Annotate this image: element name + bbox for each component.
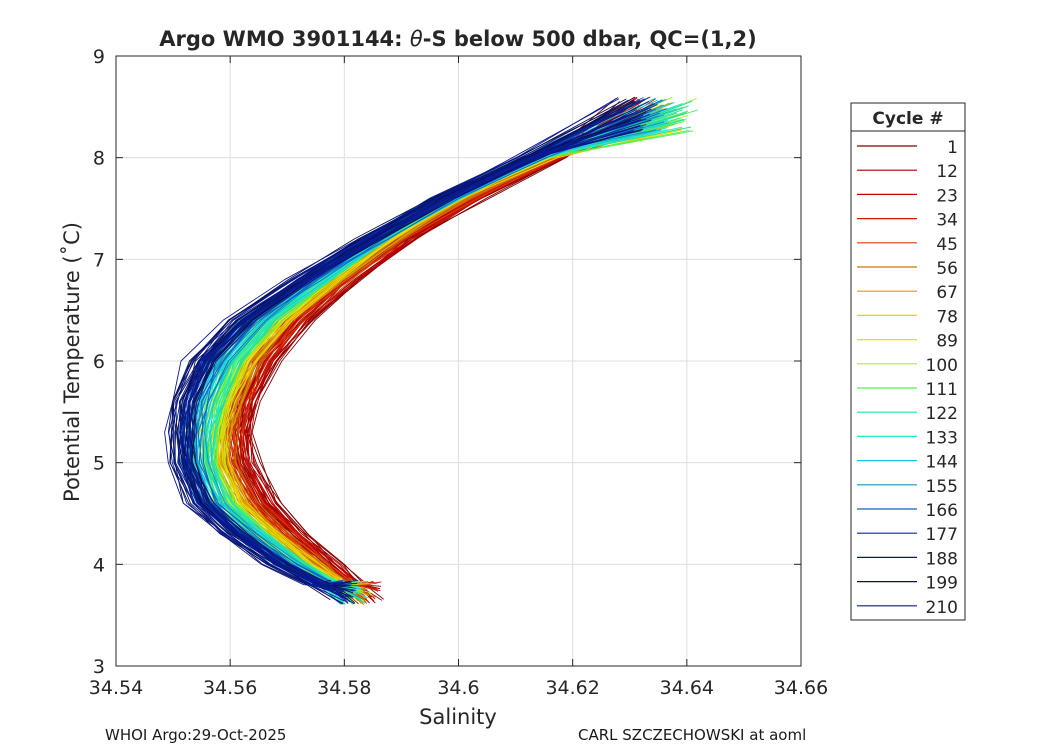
profile-line-cycle-23 — [250, 127, 651, 592]
plot-area: 34.54 34.56 34.58 34.6 34.62 34.64 34.66 3 4 5 6 7 8… — [89, 46, 828, 699]
x-tick-label: 34.54 — [89, 677, 143, 699]
x-axis-label: Salinity — [419, 705, 497, 729]
profile-line-cycle-210 — [188, 109, 637, 586]
legend-label-210: 210 — [926, 598, 958, 618]
profile-line-cycle-210 — [179, 131, 634, 598]
y-tick-label: 5 — [93, 453, 105, 475]
legend-box — [850, 102, 966, 621]
profile-line-cycle-210 — [183, 129, 635, 605]
footer-credit-right: CARL SZCZECHOWSKI at aoml — [578, 726, 807, 744]
legend-label-23: 23 — [936, 186, 958, 206]
profile-line-cycle-122 — [214, 105, 689, 600]
profile-line-cycle-23 — [239, 97, 649, 602]
legend-label-100: 100 — [926, 356, 958, 376]
x-tick-label: 34.62 — [545, 677, 599, 699]
legend-label-1: 1 — [947, 138, 958, 158]
legend-label-56: 56 — [936, 259, 958, 279]
profile-line-cycle-45 — [233, 111, 662, 586]
profile-lines — [164, 96, 698, 605]
legend-label-78: 78 — [936, 307, 958, 327]
profile-line-cycle-210 — [164, 98, 620, 589]
legend-label-34: 34 — [936, 211, 958, 231]
y-tick-label: 7 — [93, 249, 105, 271]
x-tick-label: 34.56 — [203, 677, 257, 699]
x-tick-label: 34.58 — [317, 677, 371, 699]
chart-title: Argo WMO 3901144: θ-S below 500 dbar, QC… — [159, 27, 756, 51]
legend: Cycle # 1 12 23 34 45 56 67 78 89 100 111 122 133 144… — [850, 102, 966, 621]
legend-label-144: 144 — [926, 453, 958, 473]
legend-label-12: 12 — [936, 162, 958, 182]
legend-label-133: 133 — [926, 428, 958, 448]
profile-line-cycle-210 — [168, 97, 619, 603]
legend-label-155: 155 — [926, 477, 958, 497]
x-tick-label: 34.64 — [660, 677, 714, 699]
legend-label-111: 111 — [926, 380, 958, 400]
profile-line-cycle-78 — [218, 120, 679, 589]
y-axis-label: Potential Temperature (˚C) — [60, 222, 84, 502]
profile-line-cycle-12 — [247, 116, 642, 590]
legend-entries: 1 12 23 34 45 56 67 78 89 100 111 122 133 144 155 166 17… — [857, 138, 958, 618]
legend-label-122: 122 — [926, 404, 958, 424]
x-tick-label: 34.66 — [774, 677, 828, 699]
legend-label-188: 188 — [926, 549, 958, 569]
legend-label-89: 89 — [936, 332, 958, 352]
profile-line-cycle-210 — [186, 125, 641, 598]
legend-label-199: 199 — [926, 574, 958, 594]
profile-line-cycle-78 — [224, 127, 682, 586]
profile-line-cycle-45 — [239, 127, 667, 591]
y-tick-label: 6 — [93, 351, 105, 373]
axis-ticks: 34.54 34.56 34.58 34.6 34.62 34.64 34.66 3 4 5 6 7 8… — [89, 46, 828, 699]
legend-label-177: 177 — [926, 525, 958, 545]
legend-label-67: 67 — [936, 283, 958, 303]
profile-line-cycle-56 — [234, 124, 663, 598]
legend-label-166: 166 — [926, 501, 958, 521]
y-tick-label: 4 — [93, 554, 105, 576]
footer-credit-left: WHOI Argo:29-Oct-2025 — [105, 726, 287, 744]
legend-title: Cycle # — [872, 109, 943, 129]
x-tick-label: 34.6 — [437, 677, 479, 699]
profile-line-cycle-166 — [197, 112, 661, 590]
legend-label-45: 45 — [936, 235, 958, 255]
y-tick-label: 3 — [93, 656, 105, 678]
y-tick-label: 9 — [93, 46, 105, 68]
y-tick-label: 8 — [93, 148, 105, 170]
